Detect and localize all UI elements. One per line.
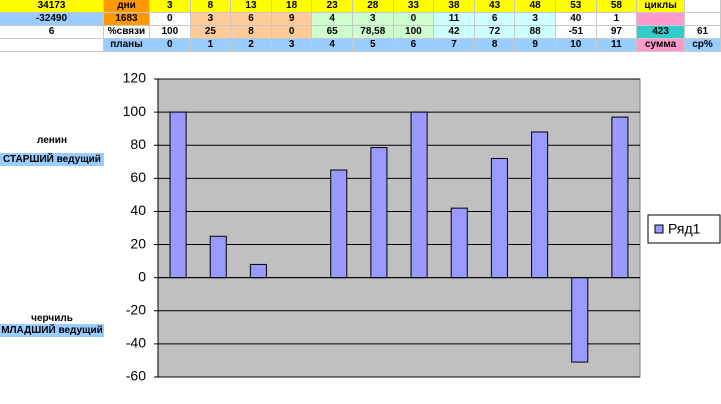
cell: 13 [231, 0, 272, 13]
cell: 11 [596, 39, 638, 52]
bar [249, 263, 267, 279]
cell: 58 [596, 0, 638, 13]
side-label: ленин [36, 135, 67, 146]
cell: 11 [434, 13, 475, 26]
cell: 9 [515, 39, 556, 52]
side-label: МЛАДШИЙ ведущий [0, 324, 104, 337]
cell: 40 [556, 13, 597, 26]
cell: 28 [353, 0, 394, 13]
y-tick-label: -40 [126, 335, 146, 351]
cell [637, 13, 685, 26]
cell: 48 [515, 0, 556, 13]
cell: 0 [393, 13, 435, 26]
cell: -51 [556, 26, 597, 39]
cell: 8 [231, 26, 272, 39]
legend-label: Ряд1 [668, 221, 701, 237]
side-label: черчиль [31, 313, 73, 324]
cell: %связи [104, 26, 150, 39]
cell: 78,58 [353, 26, 394, 39]
cell: 7 [434, 39, 475, 52]
cell: 72 [474, 26, 516, 39]
cell: 423 [637, 26, 685, 39]
plot-area [157, 78, 641, 378]
cell: 88 [515, 26, 556, 39]
cell: 3 [150, 0, 191, 13]
cell: 8 [474, 39, 516, 52]
cell: 0 [150, 13, 191, 26]
cell: сумма [637, 39, 685, 52]
cell: 3 [353, 13, 394, 26]
cell: 23 [312, 0, 353, 13]
cell [0, 39, 104, 52]
y-tick-label: 80 [130, 136, 146, 152]
cell: 33 [393, 0, 435, 13]
cell: планы [104, 39, 150, 52]
cell: 9 [271, 13, 313, 26]
cell: 100 [150, 26, 191, 39]
cell: 3 [190, 13, 232, 26]
y-tick-label: 40 [130, 202, 146, 218]
side-label: СТАРШИЙ ведущий [0, 153, 104, 166]
legend-swatch [654, 224, 664, 234]
cell: 42 [434, 26, 475, 39]
cell: 6 [393, 39, 435, 52]
bar [490, 157, 508, 279]
y-tick-label: -20 [126, 301, 146, 317]
cell: -32490 [0, 13, 104, 26]
bar [531, 131, 549, 279]
cell: циклы [637, 0, 685, 13]
cell: 25 [190, 26, 232, 39]
y-tick-label: 0 [138, 268, 146, 284]
bar [571, 277, 589, 363]
cell: 6 [474, 13, 516, 26]
cell: 34173 [0, 0, 104, 13]
y-tick-label: -60 [126, 368, 146, 384]
cell: 5 [353, 39, 394, 52]
cell: 100 [393, 26, 435, 39]
cell: 3 [271, 39, 313, 52]
cell: 4 [312, 39, 353, 52]
bar [450, 207, 468, 279]
bar [209, 235, 227, 279]
bar [410, 111, 428, 279]
cell: 3 [515, 13, 556, 26]
cell: 2 [231, 39, 272, 52]
cell: 53 [556, 0, 597, 13]
bar [611, 116, 629, 279]
cell: 6 [0, 26, 104, 39]
cell: 0 [271, 26, 313, 39]
cell: 6 [231, 13, 272, 26]
y-tick-label: 60 [130, 169, 146, 185]
cell: 0 [150, 39, 191, 52]
cell: 38 [434, 0, 475, 13]
cell: 1683 [104, 13, 150, 26]
cell: 1 [190, 39, 232, 52]
cell: 8 [190, 0, 232, 13]
y-tick-label: 20 [130, 235, 146, 251]
cell: 10 [556, 39, 597, 52]
cell: 18 [271, 0, 313, 13]
cell: 65 [312, 26, 353, 39]
cell: 43 [474, 0, 516, 13]
cell: 97 [596, 26, 638, 39]
cell: 1 [596, 13, 638, 26]
y-tick-label: 120 [123, 70, 147, 86]
cell: 4 [312, 13, 353, 26]
bar [370, 147, 388, 279]
y-tick-label: 100 [123, 103, 147, 119]
bar [330, 169, 348, 279]
cell: дни [104, 0, 150, 13]
bar [169, 111, 187, 279]
